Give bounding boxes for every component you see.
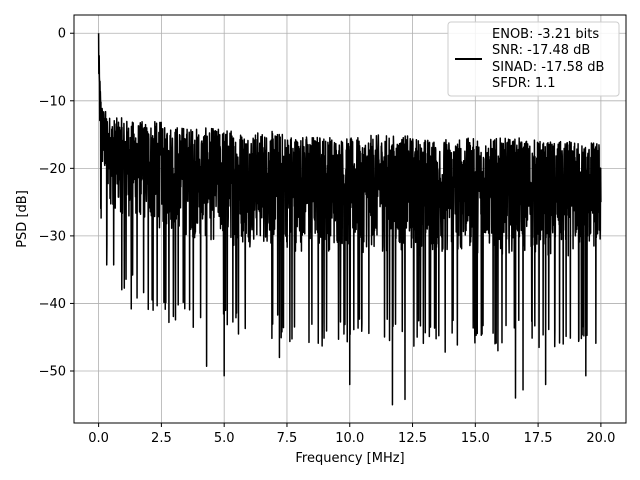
x-tick-label: 10.0 [335, 431, 364, 446]
legend-line-snr: SNR: -17.48 dB [492, 43, 590, 58]
legend: ENOB: -3.21 bits SNR: -17.48 dB SINAD: -… [447, 21, 620, 97]
y-tick-label: −40 [39, 297, 66, 312]
series-psd [97, 33, 602, 406]
y-ticks: 0 −10 −20 −30 −40 −50 [39, 27, 74, 379]
x-axis-label: Frequency [MHz] [295, 451, 404, 466]
y-tick-label: −20 [39, 162, 66, 177]
legend-line-sinad: SINAD: -17.58 dB [492, 60, 604, 75]
x-ticks: 0.0 2.5 5.0 7.5 10.0 12.5 15.0 17.5 20.0 [88, 423, 615, 446]
y-tick-label: −50 [39, 364, 66, 379]
legend-line-sfdr: SFDR: 1.1 [492, 76, 556, 91]
x-tick-label: 2.5 [151, 431, 172, 446]
x-tick-label: 15.0 [461, 431, 490, 446]
y-tick-label: 0 [58, 27, 66, 42]
y-axis-label: PSD [dB] [15, 190, 30, 248]
x-tick-label: 12.5 [398, 431, 427, 446]
x-tick-label: 17.5 [524, 431, 553, 446]
x-tick-label: 7.5 [277, 431, 298, 446]
y-tick-label: −10 [39, 94, 66, 109]
y-tick-label: −30 [39, 229, 66, 244]
x-tick-label: 20.0 [586, 431, 615, 446]
x-tick-label: 0.0 [88, 431, 109, 446]
legend-line-enob: ENOB: -3.21 bits [492, 27, 599, 42]
legend-box [447, 21, 620, 97]
x-tick-label: 5.0 [214, 431, 235, 446]
psd-trace [97, 33, 602, 406]
